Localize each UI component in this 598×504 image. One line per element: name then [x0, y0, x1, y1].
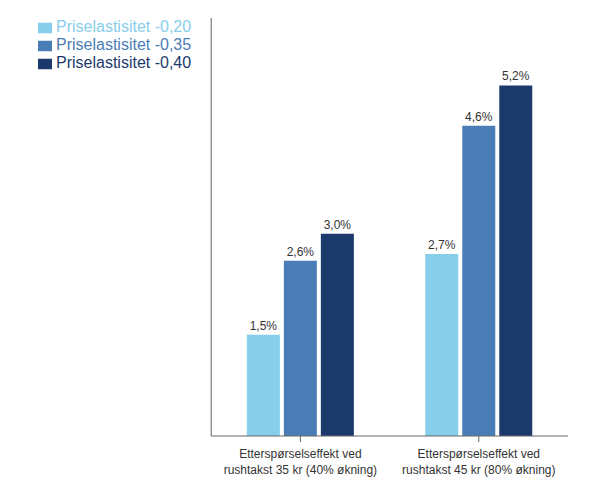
svg-text:Etterspørselseffekt vedrushtak: Etterspørselseffekt vedrushtakst 45 kr (… [402, 447, 555, 477]
svg-text:3,0%: 3,0% [324, 218, 352, 232]
svg-text:4,6%: 4,6% [465, 110, 493, 124]
svg-text:2,7%: 2,7% [428, 238, 456, 252]
svg-text:2,6%: 2,6% [287, 245, 315, 259]
html-text:Priselastisitet -0,40: Priselastisitet -0,40 [56, 54, 192, 71]
html-text:Priselastisitet -0,35: Priselastisitet -0,35 [56, 36, 192, 53]
svg-text:5,2%: 5,2% [502, 69, 530, 83]
html-text:Priselastisitet -0,20: Priselastisitet -0,20 [56, 18, 192, 35]
svg-text:Etterspørselseffekt vedrushtak: Etterspørselseffekt vedrushtakst 35 kr (… [224, 447, 377, 477]
svg-text:1,5%: 1,5% [250, 319, 278, 333]
